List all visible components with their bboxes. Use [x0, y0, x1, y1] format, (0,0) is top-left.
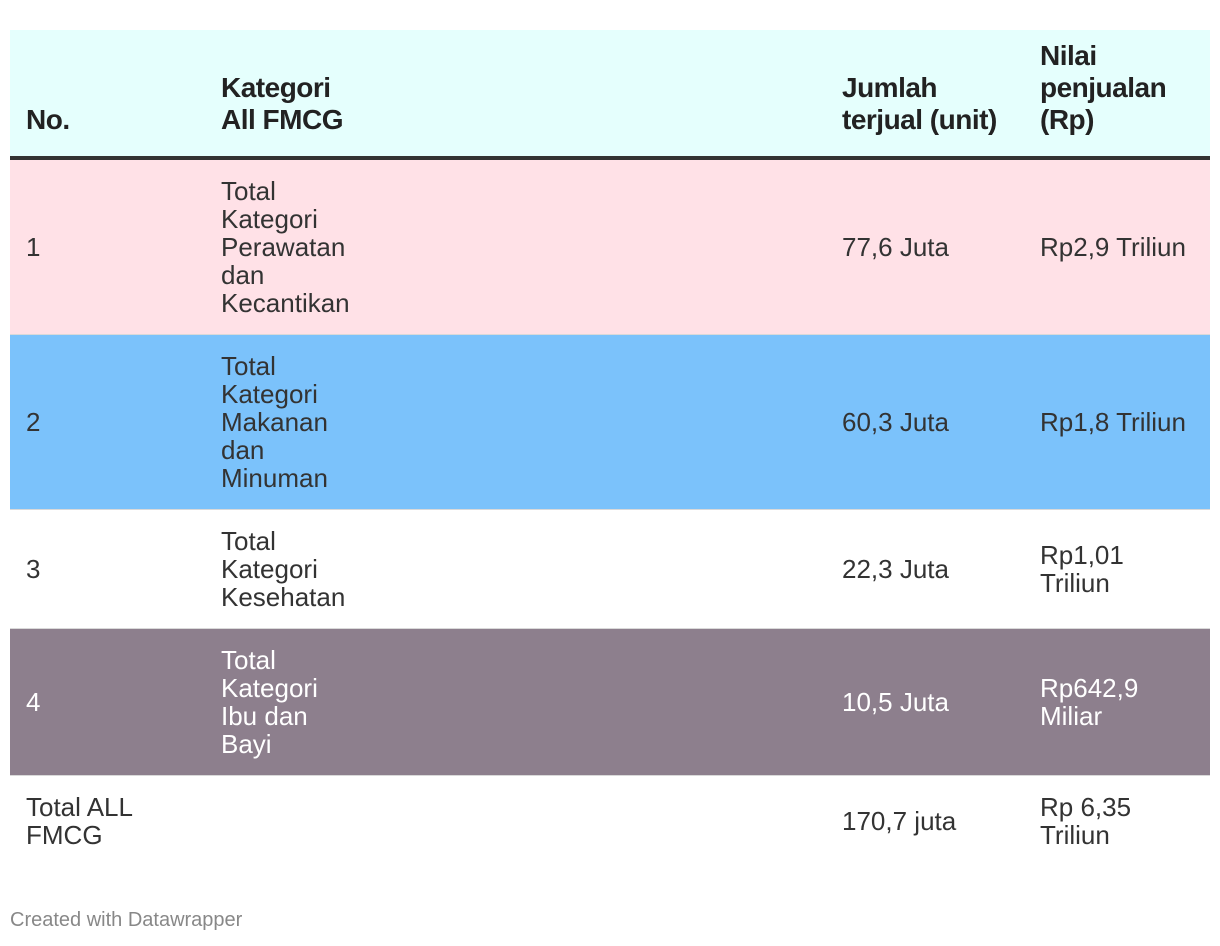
total-value: Rp 6,35 Triliun: [1040, 792, 1132, 850]
sales-table: No. Kategori All FMCG Jumlah terjual (un…: [10, 30, 1210, 866]
cell-no: 4: [26, 687, 41, 717]
cell-gap: [361, 510, 826, 629]
total-units: 170,7 juta: [842, 806, 957, 836]
cell-category: Total Kategori Ibu dan Bayi: [221, 645, 318, 759]
header-units: Jumlah terjual (unit): [842, 72, 997, 135]
cell-category: Total Kategori Perawatan dan Kecantikan: [221, 176, 350, 318]
cell-no: 1: [26, 232, 41, 262]
table-row: 3 Total Kategori Kesehatan 22,3 Juta Rp1…: [10, 509, 1210, 629]
table-body: 1 Total Kategori Perawatan dan Kecantika…: [10, 158, 1210, 866]
cell-value: Rp1,8 Triliun: [1040, 407, 1186, 437]
table-row: 1 Total Kategori Perawatan dan Kecantika…: [10, 158, 1210, 335]
header-gap: [361, 30, 826, 158]
cell-no: 3: [26, 554, 41, 584]
total-gap: [361, 776, 826, 867]
cell-units: 10,5 Juta: [842, 687, 949, 717]
cell-value: Rp642,9 Miliar: [1040, 673, 1139, 731]
table-header: No. Kategori All FMCG Jumlah terjual (un…: [10, 30, 1210, 158]
header-category: Kategori All FMCG: [221, 72, 344, 135]
cell-gap: [361, 335, 826, 510]
cell-category: Total Kategori Makanan dan Minuman: [221, 351, 328, 493]
total-label: Total ALL FMCG: [26, 792, 133, 850]
cell-category: Total Kategori Kesehatan: [221, 526, 346, 612]
cell-units: 22,3 Juta: [842, 554, 949, 584]
total-row: Total ALL FMCG 170,7 juta Rp 6,35 Triliu…: [10, 775, 1210, 867]
cell-value: Rp2,9 Triliun: [1040, 232, 1186, 262]
header-value: Nilai penjualan (Rp): [1040, 40, 1167, 135]
cell-units: 77,6 Juta: [842, 232, 949, 262]
cell-value: Rp1,01 Triliun: [1040, 540, 1124, 598]
cell-gap: [361, 158, 826, 335]
table-row: 2 Total Kategori Makanan dan Minuman 60,…: [10, 334, 1210, 510]
total-category: [205, 776, 361, 867]
cell-units: 60,3 Juta: [842, 407, 949, 437]
header-row: No. Kategori All FMCG Jumlah terjual (un…: [10, 30, 1210, 158]
table-row: 4 Total Kategori Ibu dan Bayi 10,5 Juta …: [10, 628, 1210, 776]
sales-table-container: No. Kategori All FMCG Jumlah terjual (un…: [10, 30, 1210, 866]
cell-gap: [361, 629, 826, 776]
cell-no: 2: [26, 407, 41, 437]
datawrapper-credit: Created with Datawrapper: [10, 909, 243, 931]
header-no: No.: [26, 104, 70, 135]
